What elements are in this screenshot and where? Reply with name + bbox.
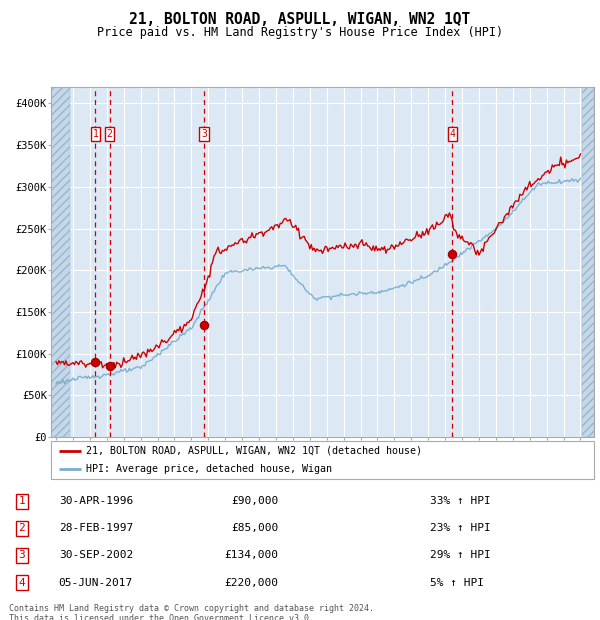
Bar bbox=[582, 87, 594, 437]
Text: 5% ↑ HPI: 5% ↑ HPI bbox=[430, 578, 484, 588]
Text: This data is licensed under the Open Government Licence v3.0.: This data is licensed under the Open Gov… bbox=[9, 614, 314, 620]
Text: 1: 1 bbox=[19, 496, 25, 507]
Text: £90,000: £90,000 bbox=[231, 496, 278, 507]
Text: 2: 2 bbox=[19, 523, 25, 533]
Text: 4: 4 bbox=[19, 578, 25, 588]
Text: Contains HM Land Registry data © Crown copyright and database right 2024.: Contains HM Land Registry data © Crown c… bbox=[9, 604, 374, 613]
Text: 33% ↑ HPI: 33% ↑ HPI bbox=[430, 496, 491, 507]
Text: 1: 1 bbox=[92, 129, 98, 139]
Text: 2: 2 bbox=[107, 129, 112, 139]
Text: Price paid vs. HM Land Registry's House Price Index (HPI): Price paid vs. HM Land Registry's House … bbox=[97, 26, 503, 39]
Text: 29% ↑ HPI: 29% ↑ HPI bbox=[430, 551, 491, 560]
Bar bbox=[51, 87, 70, 437]
Text: 4: 4 bbox=[449, 129, 455, 139]
Text: £220,000: £220,000 bbox=[224, 578, 278, 588]
Text: 3: 3 bbox=[201, 129, 207, 139]
Text: £134,000: £134,000 bbox=[224, 551, 278, 560]
Text: 28-FEB-1997: 28-FEB-1997 bbox=[59, 523, 133, 533]
Text: 3: 3 bbox=[19, 551, 25, 560]
Text: HPI: Average price, detached house, Wigan: HPI: Average price, detached house, Wiga… bbox=[86, 464, 332, 474]
Text: 05-JUN-2017: 05-JUN-2017 bbox=[59, 578, 133, 588]
Text: 30-APR-1996: 30-APR-1996 bbox=[59, 496, 133, 507]
Text: 23% ↑ HPI: 23% ↑ HPI bbox=[430, 523, 491, 533]
Text: 21, BOLTON ROAD, ASPULL, WIGAN, WN2 1QT (detached house): 21, BOLTON ROAD, ASPULL, WIGAN, WN2 1QT … bbox=[86, 446, 422, 456]
Text: £85,000: £85,000 bbox=[231, 523, 278, 533]
Text: 30-SEP-2002: 30-SEP-2002 bbox=[59, 551, 133, 560]
Text: 21, BOLTON ROAD, ASPULL, WIGAN, WN2 1QT: 21, BOLTON ROAD, ASPULL, WIGAN, WN2 1QT bbox=[130, 12, 470, 27]
